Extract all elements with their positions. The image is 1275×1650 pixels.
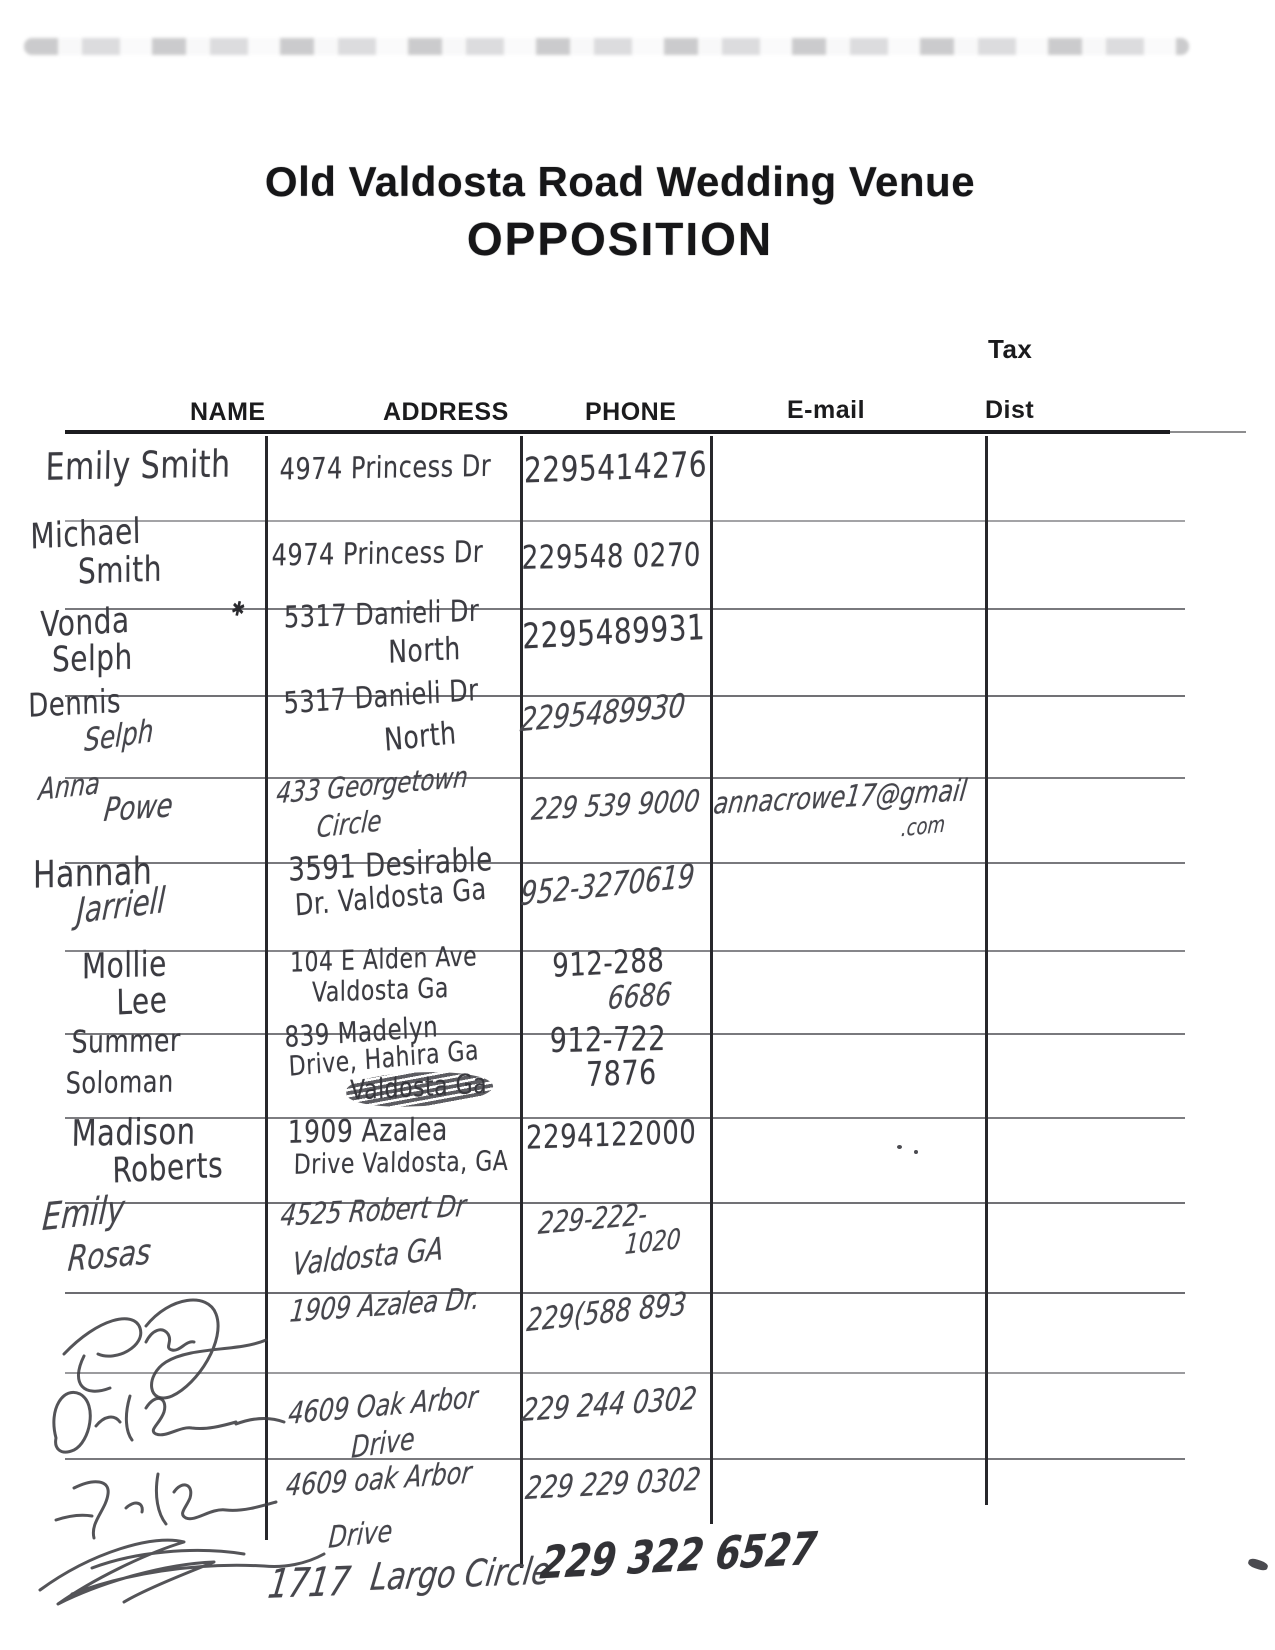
scan-artifact-band — [24, 38, 1189, 55]
grid-line — [65, 1202, 1185, 1204]
handwritten-address: 1909 Azalea Dr. — [288, 1280, 482, 1330]
grid-line — [65, 1292, 1185, 1294]
grid-line — [65, 695, 1185, 697]
column-header-name: NAME — [190, 398, 266, 426]
handwritten-name2: Lee — [116, 979, 168, 1024]
handwritten-address2: Valdosta GA — [291, 1230, 445, 1283]
handwritten-address: 4974 Princess Dr — [279, 448, 492, 488]
handwritten-phone2: 1020 — [623, 1224, 682, 1262]
handwritten-phone2: 6686 — [606, 975, 674, 1017]
handwritten-phone: 2294122000 — [526, 1114, 697, 1158]
handwritten-phone: 229548 0270 — [521, 536, 702, 578]
handwritten-address: 433 Georgetown — [275, 761, 470, 811]
grid-line — [710, 436, 713, 1524]
grid-line — [65, 777, 1185, 779]
signature-scrawl-david — [52, 1390, 286, 1454]
column-header-email: E-mail — [787, 396, 866, 424]
handwritten-address2: Valdosta Ga — [312, 973, 449, 1010]
grid-line — [65, 1372, 1185, 1374]
handwritten-mark: ✱ — [229, 596, 248, 622]
handwritten-street: Largo Circle — [367, 1549, 554, 1600]
handwritten-phone: 229 229 0302 — [523, 1460, 703, 1507]
grid-line — [65, 1033, 1185, 1035]
column-header-phone: PHONE — [585, 398, 677, 426]
page-subtitle: OPPOSITION — [466, 213, 774, 265]
handwritten-address: 5317 Danieli Dr — [284, 593, 480, 636]
grid-line — [265, 436, 268, 1540]
handwritten-address: 4609 oak Arbor — [284, 1455, 474, 1504]
handwritten-address: 104 E Alden Ave — [290, 941, 478, 980]
handwritten-name: Emily — [40, 1187, 127, 1241]
signature-scrawl-jony — [54, 1472, 278, 1540]
handwritten-name: Summer — [71, 1022, 182, 1061]
grid-line — [1170, 431, 1246, 433]
handwritten-address2: Circle — [315, 805, 383, 845]
title-block: Old Valdosta Road Wedding Venue OPPOSITI… — [0, 158, 1240, 266]
ink-speck — [1247, 1557, 1269, 1572]
grid-line — [65, 430, 1170, 434]
handwritten-name2: Rosas — [66, 1230, 153, 1280]
handwritten-address2: Drive — [327, 1513, 394, 1556]
signature-scrawl-jeremy — [62, 1298, 268, 1400]
handwritten-phone: 229 322 6527 — [537, 1523, 820, 1590]
handwritten-email2: .com — [900, 811, 946, 843]
handwritten-phone: 952-3270619 — [519, 857, 696, 914]
grid-line — [65, 1117, 1185, 1119]
handwritten-phone: 2295414276 — [524, 443, 708, 492]
handwritten-address: 5317 Danieli Dr — [283, 672, 480, 721]
ink-speck — [914, 1150, 918, 1154]
handwritten-address2: Drive Valdosta, GA — [293, 1146, 509, 1182]
handwritten-name2: Roberts — [112, 1144, 224, 1192]
ink-speck — [897, 1145, 902, 1149]
handwritten-name2: Selph — [52, 636, 133, 681]
grid-line — [65, 1458, 1185, 1460]
signature-scrawl-footer — [38, 1538, 326, 1606]
column-header-address: ADDRESS — [383, 398, 509, 426]
handwritten-phone: 2295489931 — [522, 606, 706, 658]
handwritten-address: 1909 Azalea — [287, 1111, 449, 1151]
column-header-tax: Tax — [988, 334, 1033, 364]
handwritten-name: Emily Smith — [45, 442, 232, 490]
handwritten-name: Anna — [37, 765, 102, 808]
grid-line — [65, 608, 1185, 610]
grid-line — [985, 436, 988, 1505]
grid-line — [520, 436, 523, 1568]
handwritten-name2: Powe — [102, 787, 175, 830]
handwritten-address2: North — [383, 714, 458, 759]
handwritten-phone: 229 539 9000 — [529, 783, 702, 828]
grid-line — [65, 950, 1185, 952]
handwritten-address: 4609 Oak Arbor — [286, 1379, 480, 1432]
page-title: Old Valdosta Road Wedding Venue — [264, 158, 976, 205]
handwritten-address3: Valdosta Ga — [350, 1068, 488, 1108]
handwritten-address2: North — [388, 630, 461, 671]
handwritten-phone: 229 244 0302 — [520, 1379, 699, 1429]
grid-line — [65, 862, 1185, 864]
handwritten-address: 4974 Princess Dr — [271, 534, 484, 574]
handwritten-name2: Soloman — [65, 1064, 175, 1102]
handwritten-phone2: 7876 — [586, 1053, 657, 1095]
grid-line — [65, 520, 1185, 522]
column-header-dist: Dist — [985, 396, 1035, 424]
handwritten-address: 4525 Robert Dr — [278, 1188, 469, 1234]
handwritten-name2: Smith — [78, 548, 163, 593]
